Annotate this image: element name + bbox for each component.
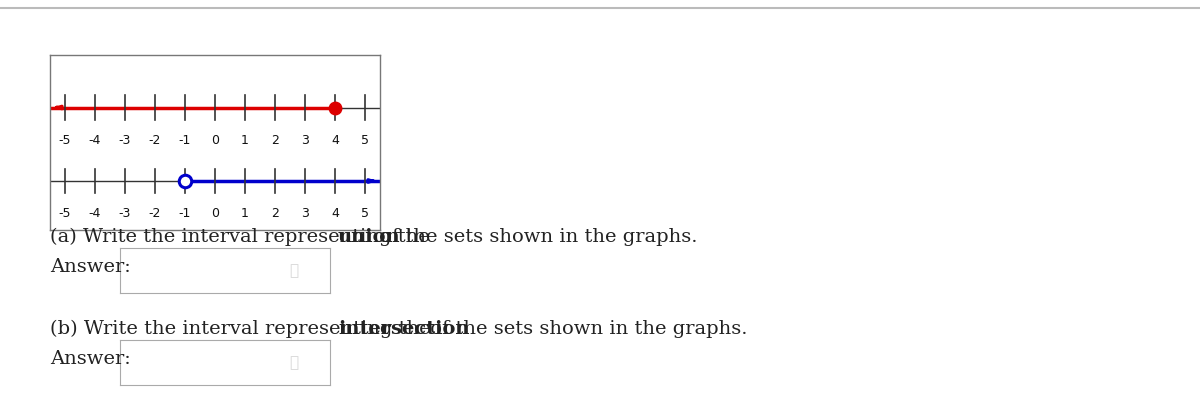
- Text: 0: 0: [211, 207, 220, 220]
- Text: 1: 1: [241, 134, 248, 147]
- Text: -1: -1: [179, 207, 191, 220]
- Text: -2: -2: [149, 134, 161, 147]
- Text: 2: 2: [271, 207, 278, 220]
- Text: 🖊: 🖊: [289, 263, 299, 278]
- Text: -5: -5: [59, 207, 71, 220]
- Text: Answer:: Answer:: [50, 258, 131, 276]
- Text: 1: 1: [241, 207, 248, 220]
- Text: of the sets shown in the graphs.: of the sets shown in the graphs.: [425, 320, 748, 338]
- Text: -4: -4: [89, 207, 101, 220]
- Text: 4: 4: [331, 134, 338, 147]
- Text: -1: -1: [179, 134, 191, 147]
- Text: of the sets shown in the graphs.: of the sets shown in the graphs.: [374, 228, 697, 246]
- Text: (a) Write the interval representing the: (a) Write the interval representing the: [50, 228, 436, 246]
- Text: -5: -5: [59, 134, 71, 147]
- Text: Answer:: Answer:: [50, 350, 131, 368]
- Text: -3: -3: [119, 207, 131, 220]
- Text: 0: 0: [211, 134, 220, 147]
- Text: 5: 5: [361, 134, 370, 147]
- Text: (b) Write the interval representing the: (b) Write the interval representing the: [50, 320, 437, 338]
- Text: 5: 5: [361, 207, 370, 220]
- Text: 2: 2: [271, 134, 278, 147]
- Text: -2: -2: [149, 207, 161, 220]
- Text: union: union: [338, 228, 401, 246]
- Text: -3: -3: [119, 134, 131, 147]
- Text: -4: -4: [89, 134, 101, 147]
- Text: 3: 3: [301, 207, 308, 220]
- Text: 🖊: 🖊: [289, 355, 299, 370]
- Text: 3: 3: [301, 134, 308, 147]
- Text: intersection: intersection: [338, 320, 469, 338]
- Text: 4: 4: [331, 207, 338, 220]
